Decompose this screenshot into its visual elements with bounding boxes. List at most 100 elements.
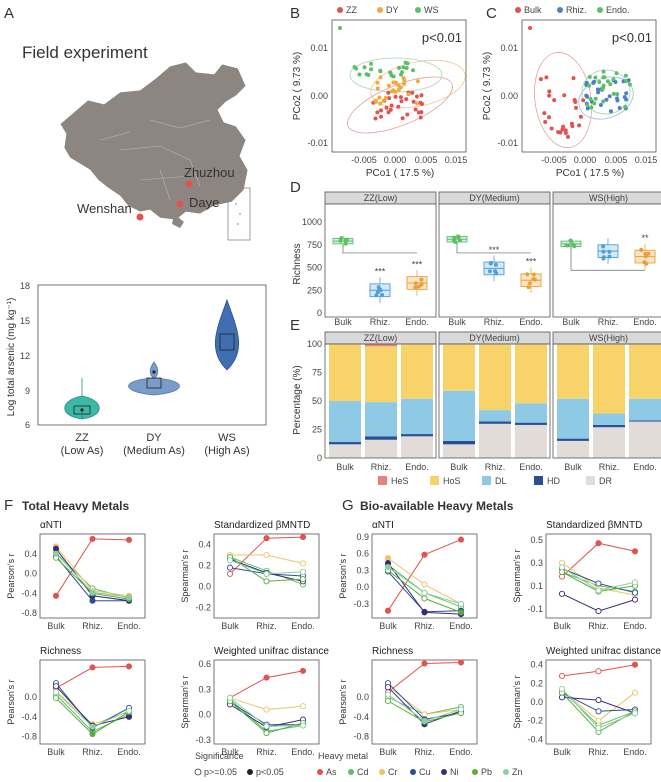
corr-point-as xyxy=(263,535,270,542)
corr-point-pb xyxy=(89,731,96,738)
corr-line-as xyxy=(387,662,462,693)
richness-xtick: Bulk xyxy=(562,317,580,327)
richness-point xyxy=(526,285,531,290)
corr-point-zn xyxy=(125,594,133,601)
pcoa-b-point xyxy=(375,80,380,85)
corr-point-as xyxy=(421,551,428,558)
composition-bar-hd xyxy=(329,442,361,445)
violin-ytick: 12 xyxy=(20,351,30,361)
corr-point-zn xyxy=(631,710,639,717)
corr-chart-ytick: 0.1 xyxy=(530,581,543,591)
pcoa-c-point xyxy=(615,92,620,97)
pcoa-b-point xyxy=(375,86,380,91)
composition-xtick: Bulk xyxy=(336,462,354,472)
pcoa-c-ytick: 0.01 xyxy=(500,43,518,53)
pcoa-b-point xyxy=(411,99,416,104)
pcoa-c-ytick: -0.01 xyxy=(497,138,518,148)
pcoa-b-point xyxy=(405,112,410,117)
richness-xtick: Endo. xyxy=(519,317,543,327)
composition-chart: Percentage (%) 0 25 50 75 100 ZZ(Low) Bulk Rhiz.… xyxy=(292,331,661,486)
corr-chart-ytick: 0.0 xyxy=(24,692,37,702)
corr-point-cr xyxy=(299,703,307,710)
composition-bar-hos xyxy=(443,344,475,391)
composition-bar-hos xyxy=(557,344,589,399)
richness-ytick: 750 xyxy=(307,240,322,250)
pcoa-b-point xyxy=(413,107,418,112)
site-wenshan-label: Wenshan xyxy=(77,201,132,216)
pcoa-c-chart: p<0.01 0.01 0.00 -0.01 -0.005 0.000 0.00… xyxy=(482,19,657,179)
composition-ytick: 50 xyxy=(312,396,322,406)
corr-point-as xyxy=(421,660,428,667)
corr-chart-xtick: Endo. xyxy=(623,747,647,757)
corr-point-pb xyxy=(457,609,465,616)
composition-bar-dr xyxy=(401,436,433,458)
richness-sig: *** xyxy=(526,257,537,267)
corr-point-as xyxy=(631,661,639,668)
pcoa-c-xtick: 0.005 xyxy=(605,155,628,165)
pcoa-b-pvalue: p<0.01 xyxy=(422,30,462,45)
pcoa-b-point xyxy=(410,90,415,95)
pcoa-c-point xyxy=(624,97,628,102)
pcoa-b-point xyxy=(389,103,394,108)
pcoa-c-point xyxy=(542,111,547,116)
pcoa-b-point xyxy=(386,110,391,115)
pcoa-c-point xyxy=(593,96,598,101)
metal-legend-dot xyxy=(379,769,385,775)
corr-point-pb xyxy=(421,595,428,602)
corr-point-cu xyxy=(595,708,602,715)
metal-legend-dot xyxy=(410,769,416,775)
corr-chart-xtick: Bulk xyxy=(221,747,239,757)
pcoa-c-point xyxy=(596,90,601,95)
corr-chart-xtick: Bulk xyxy=(553,621,571,631)
richness-facet-label: ZZ(Low) xyxy=(364,193,398,203)
composition-bar-dl xyxy=(515,403,547,423)
pcoa-b-point xyxy=(387,96,392,101)
violin-dy xyxy=(128,361,180,396)
corr-chart-ylabel: Pearson's r xyxy=(6,553,16,598)
richness-ytick: 1000 xyxy=(302,217,322,227)
corr-chart-ytick: 0.5 xyxy=(530,535,543,545)
composition-bar-dl xyxy=(557,398,589,439)
pcoa-c-point xyxy=(563,128,568,133)
composition-bar-dl xyxy=(443,390,475,441)
composition-bar-dr xyxy=(557,440,589,458)
pcoa-b-point xyxy=(393,94,398,99)
corr-chart-xtick: Endo. xyxy=(291,621,315,631)
corr-point-zn xyxy=(384,563,392,571)
corr-chart-ytick: 0.6 xyxy=(198,659,211,669)
pcoa-b-point xyxy=(378,75,383,80)
pcoa-c-point xyxy=(605,79,610,84)
composition-facet-label: ZZ(Low) xyxy=(364,333,398,343)
corr-point-as xyxy=(125,536,133,543)
composition-bar-dr xyxy=(329,444,361,458)
composition-bar-dl xyxy=(629,398,661,421)
composition-legend-label: HoS xyxy=(443,476,461,486)
richness-point xyxy=(343,237,348,242)
richness-point xyxy=(528,281,533,286)
metal-legend-label: Zn xyxy=(512,767,523,777)
corr-line-cr xyxy=(561,690,636,722)
panel-label-c: C xyxy=(486,5,497,22)
metal-legend-label: Cd xyxy=(357,767,369,777)
metal-legend-dot xyxy=(503,769,509,775)
corr-point-zn xyxy=(89,589,96,596)
composition-bar-hd xyxy=(479,421,511,424)
pcoa-c-point xyxy=(573,100,578,104)
richness-point xyxy=(532,277,537,282)
pcoa-c-point xyxy=(528,26,532,30)
corr-chart-ytick: 0.0 xyxy=(198,582,211,592)
corr-point-as xyxy=(299,534,307,541)
corr-point-ni xyxy=(52,683,60,690)
corr-chart-title: Richness xyxy=(372,646,413,657)
pcoa-c-point xyxy=(609,109,613,114)
richness-point xyxy=(376,285,381,290)
corr-chart-ylabel: Spearman's r xyxy=(180,549,190,602)
violin-dy-box xyxy=(146,377,162,389)
corr-line-ni xyxy=(387,562,462,615)
corr-point-as xyxy=(457,536,465,543)
corr-point-zn xyxy=(299,722,307,729)
corr-point-zn xyxy=(421,589,428,596)
site-wenshan-marker xyxy=(136,213,144,221)
pcoa-c-point xyxy=(591,80,596,85)
corr-point-zn xyxy=(384,691,392,698)
